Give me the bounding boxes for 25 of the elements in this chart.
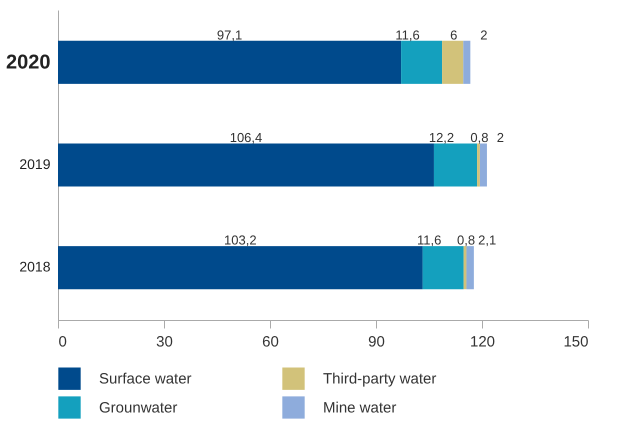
data-label: 0,8: [457, 232, 476, 248]
x-tick-label: 90: [368, 334, 385, 350]
data-label: 6: [450, 27, 458, 42]
data-label: 0,8: [470, 130, 489, 145]
x-tick-label: 60: [262, 334, 279, 350]
data-label: 2: [480, 27, 488, 42]
data-label: 11,6: [416, 232, 442, 248]
y-tick-label: 2019: [19, 156, 51, 172]
legend-label: Grounwater: [99, 400, 178, 416]
x-tick-label: 0: [58, 334, 67, 350]
data-label: 97,1: [216, 27, 242, 42]
legend-label: Mine water: [323, 400, 396, 416]
y-tick-label: 2018: [19, 258, 51, 275]
x-tick-label: 150: [563, 334, 588, 350]
legend-label: Third-party water: [323, 370, 436, 388]
y-tick-label: 2020: [6, 51, 50, 74]
data-label: 2: [496, 130, 504, 145]
data-label: 11,6: [395, 27, 420, 42]
data-label: 103,2: [224, 232, 257, 248]
x-tick-label: 30: [156, 334, 173, 350]
data-label: 2,1: [478, 232, 496, 248]
x-tick-label: 120: [470, 334, 496, 350]
data-label: 12,2: [428, 130, 454, 145]
legend-label: Surface water: [99, 370, 192, 388]
data-label: 106,4: [230, 130, 262, 145]
